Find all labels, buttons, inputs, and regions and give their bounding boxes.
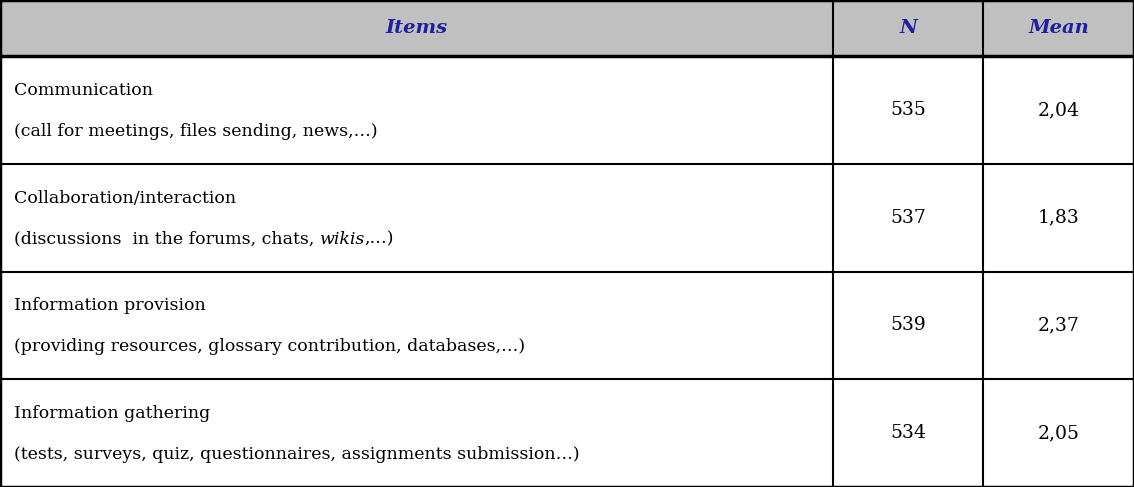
Bar	[983, 0, 1134, 56]
Text: (discussions  in the forums, chats,: (discussions in the forums, chats,	[14, 231, 320, 248]
Bar	[0, 164, 1134, 271]
Text: Mean: Mean	[1029, 19, 1089, 37]
Bar	[0, 0, 833, 56]
Text: 537: 537	[890, 208, 926, 226]
Text: (tests, surveys, quiz, questionnaires, assignments submission…): (tests, surveys, quiz, questionnaires, a…	[14, 446, 579, 463]
Text: Items: Items	[386, 19, 448, 37]
Text: Information gathering: Information gathering	[14, 405, 210, 422]
Text: 2,37: 2,37	[1038, 317, 1080, 335]
Text: Collaboration/interaction: Collaboration/interaction	[14, 190, 236, 207]
Text: 534: 534	[890, 424, 926, 442]
Text: 539: 539	[890, 317, 926, 335]
Bar	[833, 0, 983, 56]
Bar	[0, 379, 1134, 487]
Text: Information provision: Information provision	[14, 298, 205, 315]
Text: (call for meetings, files sending, news,…): (call for meetings, files sending, news,…	[14, 123, 378, 140]
Bar	[0, 56, 1134, 164]
Text: Communication: Communication	[14, 82, 153, 99]
Text: 535: 535	[890, 101, 926, 119]
Bar	[0, 0, 1134, 56]
Text: 2,05: 2,05	[1038, 424, 1080, 442]
Text: (providing resources, glossary contribution, databases,…): (providing resources, glossary contribut…	[14, 338, 525, 356]
Text: 1,83: 1,83	[1038, 208, 1080, 226]
Text: wikis: wikis	[320, 231, 365, 248]
Bar	[0, 272, 1134, 379]
Text: N: N	[899, 19, 917, 37]
Text: 2,04: 2,04	[1038, 101, 1080, 119]
Text: ,…): ,…)	[365, 231, 395, 248]
